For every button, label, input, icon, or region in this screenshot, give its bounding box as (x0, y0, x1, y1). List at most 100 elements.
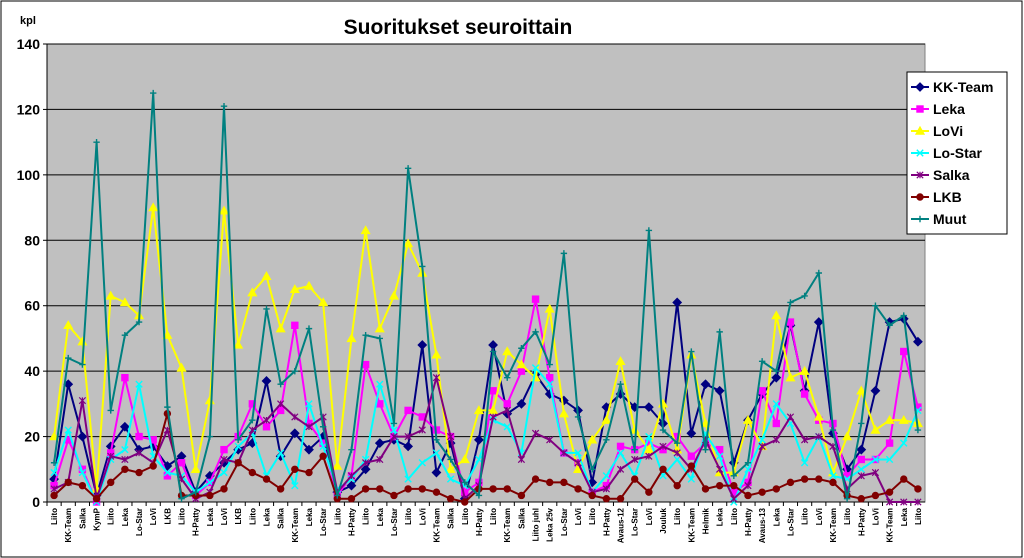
data-point (870, 424, 881, 434)
data-point (643, 444, 654, 454)
data-point (303, 280, 315, 290)
data-point (473, 405, 484, 415)
data-point (234, 436, 242, 444)
data-point (857, 465, 865, 473)
data-point (517, 455, 526, 464)
data-point (92, 495, 101, 503)
data-point (319, 442, 327, 451)
data-point (107, 478, 115, 487)
data-point (503, 423, 511, 431)
data-point (742, 415, 754, 424)
data-point (503, 485, 511, 493)
data-point (431, 467, 442, 478)
x-tick-label: Liito (843, 508, 852, 525)
x-tick-label: Salka (517, 507, 526, 528)
data-point (801, 292, 808, 300)
data-point (758, 488, 766, 496)
data-point (574, 485, 582, 493)
x-tick-label: Leka (305, 507, 314, 526)
data-point (871, 455, 880, 464)
x-tick-label: Leka (206, 507, 215, 526)
data-point (871, 491, 880, 500)
data-point (744, 482, 752, 490)
data-point (560, 250, 568, 257)
x-tick-label: Liito (588, 508, 597, 525)
data-point (773, 367, 780, 375)
plot-area: 0 20 40 60 80 100 120 140 Liito KK-Team Salka KymP L… (17, 36, 926, 543)
data-point (374, 323, 385, 333)
data-point (771, 372, 782, 383)
x-tick-label: Liito juhl (532, 508, 541, 541)
data-point (687, 475, 696, 483)
data-point (813, 317, 824, 327)
data-point (390, 491, 398, 500)
data-point (531, 295, 540, 303)
x-tick-label: Liito (333, 508, 342, 525)
x-tick-label: Lo-Star (319, 508, 328, 536)
legend-item: Leka (911, 101, 965, 117)
x-tick-label: Liito (404, 508, 413, 525)
data-point (489, 348, 497, 355)
legend-label: LKB (933, 189, 962, 205)
data-point (532, 328, 539, 336)
y-tick-label: 120 (17, 101, 41, 117)
data-point (799, 365, 810, 375)
data-point (546, 478, 554, 487)
data-point (150, 89, 157, 97)
data-point (376, 400, 384, 408)
data-point (531, 364, 540, 372)
data-point (220, 485, 228, 493)
data-point (531, 429, 540, 437)
x-tick-label: KK-Team (829, 508, 838, 543)
data-point (489, 413, 497, 421)
data-point (546, 361, 553, 368)
data-point (445, 464, 456, 473)
x-tick-label: H-Patty (347, 507, 356, 536)
data-point (121, 445, 129, 454)
data-point (786, 413, 795, 421)
data-point (857, 455, 865, 464)
data-point (121, 373, 129, 382)
data-point (616, 495, 625, 503)
x-tick-label: Liito (801, 508, 810, 525)
data-point (220, 468, 228, 477)
x-tick-label: Salka (447, 507, 456, 528)
data-point (446, 475, 455, 483)
data-point (885, 455, 894, 464)
data-point (177, 459, 186, 467)
data-point (50, 459, 58, 466)
data-point (758, 387, 766, 395)
data-point (686, 428, 697, 439)
data-point (233, 339, 244, 349)
data-point (119, 297, 130, 307)
data-point (829, 472, 837, 480)
series-lkb (50, 409, 922, 506)
data-point (558, 408, 569, 418)
data-point (574, 413, 582, 421)
data-point (643, 402, 654, 413)
data-point (121, 455, 129, 464)
data-point (645, 452, 653, 460)
data-point (475, 492, 483, 499)
x-tick-label: Leka (263, 507, 272, 526)
data-point (50, 485, 58, 493)
legend-swatch-marker (916, 171, 924, 179)
legend-swatch-marker (916, 105, 924, 113)
data-point (277, 381, 284, 388)
data-point (64, 478, 72, 487)
legend-swatch-marker (916, 149, 924, 157)
data-point (587, 434, 598, 444)
data-point (900, 312, 907, 319)
data-point (631, 455, 639, 464)
data-point (404, 432, 412, 441)
data-point (672, 297, 683, 308)
data-point (291, 481, 299, 490)
data-point (107, 407, 114, 414)
data-point (900, 498, 908, 506)
data-point (645, 432, 653, 441)
x-tick-label: KK-Team (64, 508, 73, 543)
data-point (79, 361, 86, 368)
data-point (800, 459, 809, 467)
x-tick-label: H-Patty (475, 507, 484, 536)
data-point (517, 491, 526, 500)
